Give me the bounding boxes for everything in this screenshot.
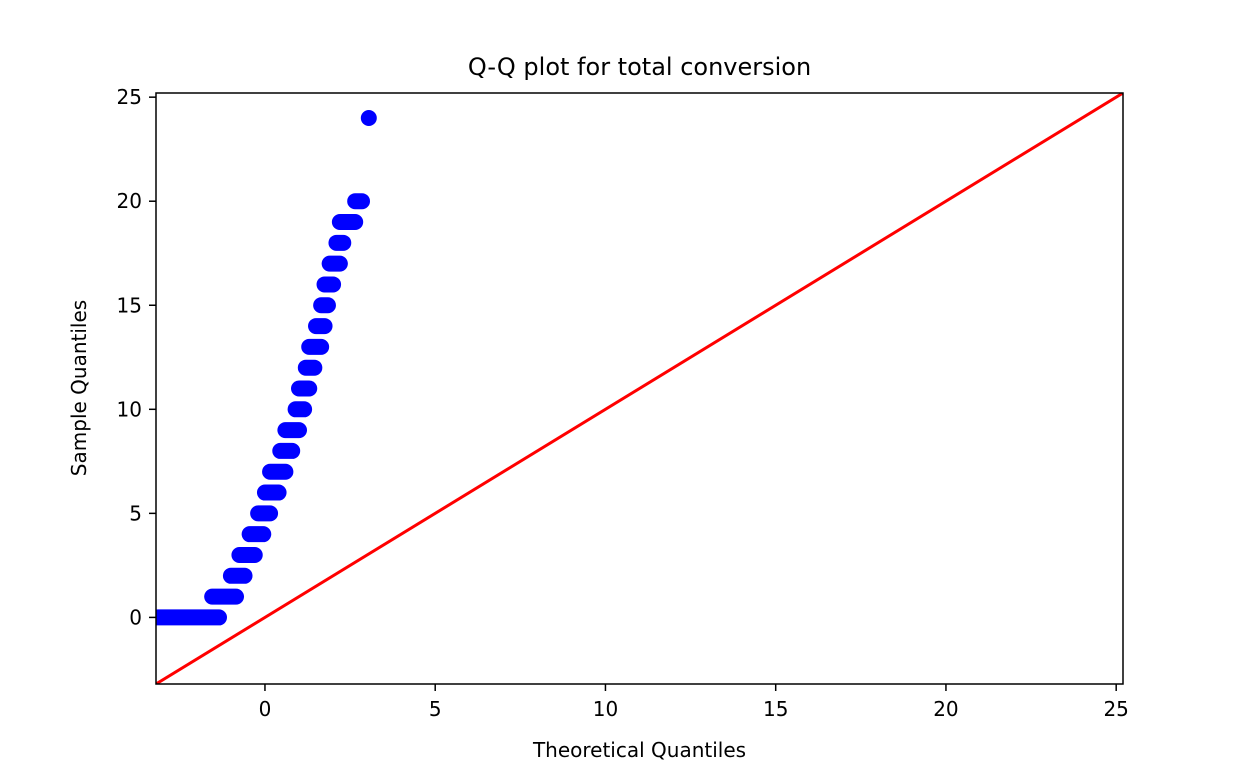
sample-point-run: [256, 484, 287, 501]
sample-point-run: [204, 588, 245, 605]
sample-point-run: [222, 567, 253, 584]
sample-point-run: [301, 338, 330, 355]
sample-point-run: [231, 546, 263, 563]
x-axis: 0 5 10 15 20 25: [259, 684, 1129, 721]
x-tick-label: 10: [593, 697, 618, 721]
sample-point-run: [308, 318, 333, 335]
sample-point-run: [291, 380, 318, 397]
x-axis-title: Theoretical Quantiles: [532, 738, 746, 762]
sample-point-run: [347, 193, 370, 210]
sample-point-run: [250, 505, 279, 522]
sample-point-run: [331, 214, 364, 231]
y-tick-label: 20: [117, 189, 142, 213]
x-tick-label: 20: [933, 697, 958, 721]
sample-point-run: [316, 276, 342, 293]
x-tick-label: 0: [259, 697, 272, 721]
y-tick-label: 15: [117, 293, 142, 317]
sample-point-run: [262, 463, 294, 480]
reference-line-layer: [156, 93, 1123, 684]
sample-point-run: [313, 297, 336, 314]
x-tick-label: 5: [429, 697, 442, 721]
y-axis: 0 5 10 15 20 25: [117, 85, 156, 629]
sample-points-layer: [156, 109, 377, 626]
y-axis-title: Sample Quantiles: [67, 300, 91, 476]
sample-point: [360, 109, 377, 126]
reference-line: [156, 93, 1123, 684]
sample-point-run: [287, 401, 313, 418]
sample-point-run: [321, 255, 348, 272]
x-tick-label: 25: [1103, 697, 1128, 721]
sample-point-run: [297, 359, 323, 376]
y-tick-label: 0: [129, 605, 142, 629]
plot-frame: [155, 92, 1124, 685]
sample-point-run: [241, 526, 272, 543]
y-tick-label: 25: [117, 85, 142, 109]
sample-point-run: [272, 442, 301, 459]
sample-point-run: [328, 234, 352, 251]
x-tick-label: 15: [763, 697, 788, 721]
chart-title: Q-Q plot for total conversion: [468, 53, 811, 81]
sample-point-run: [277, 422, 308, 439]
y-tick-label: 10: [117, 397, 142, 421]
sample-point-run: [156, 609, 227, 626]
y-tick-label: 5: [129, 501, 142, 525]
